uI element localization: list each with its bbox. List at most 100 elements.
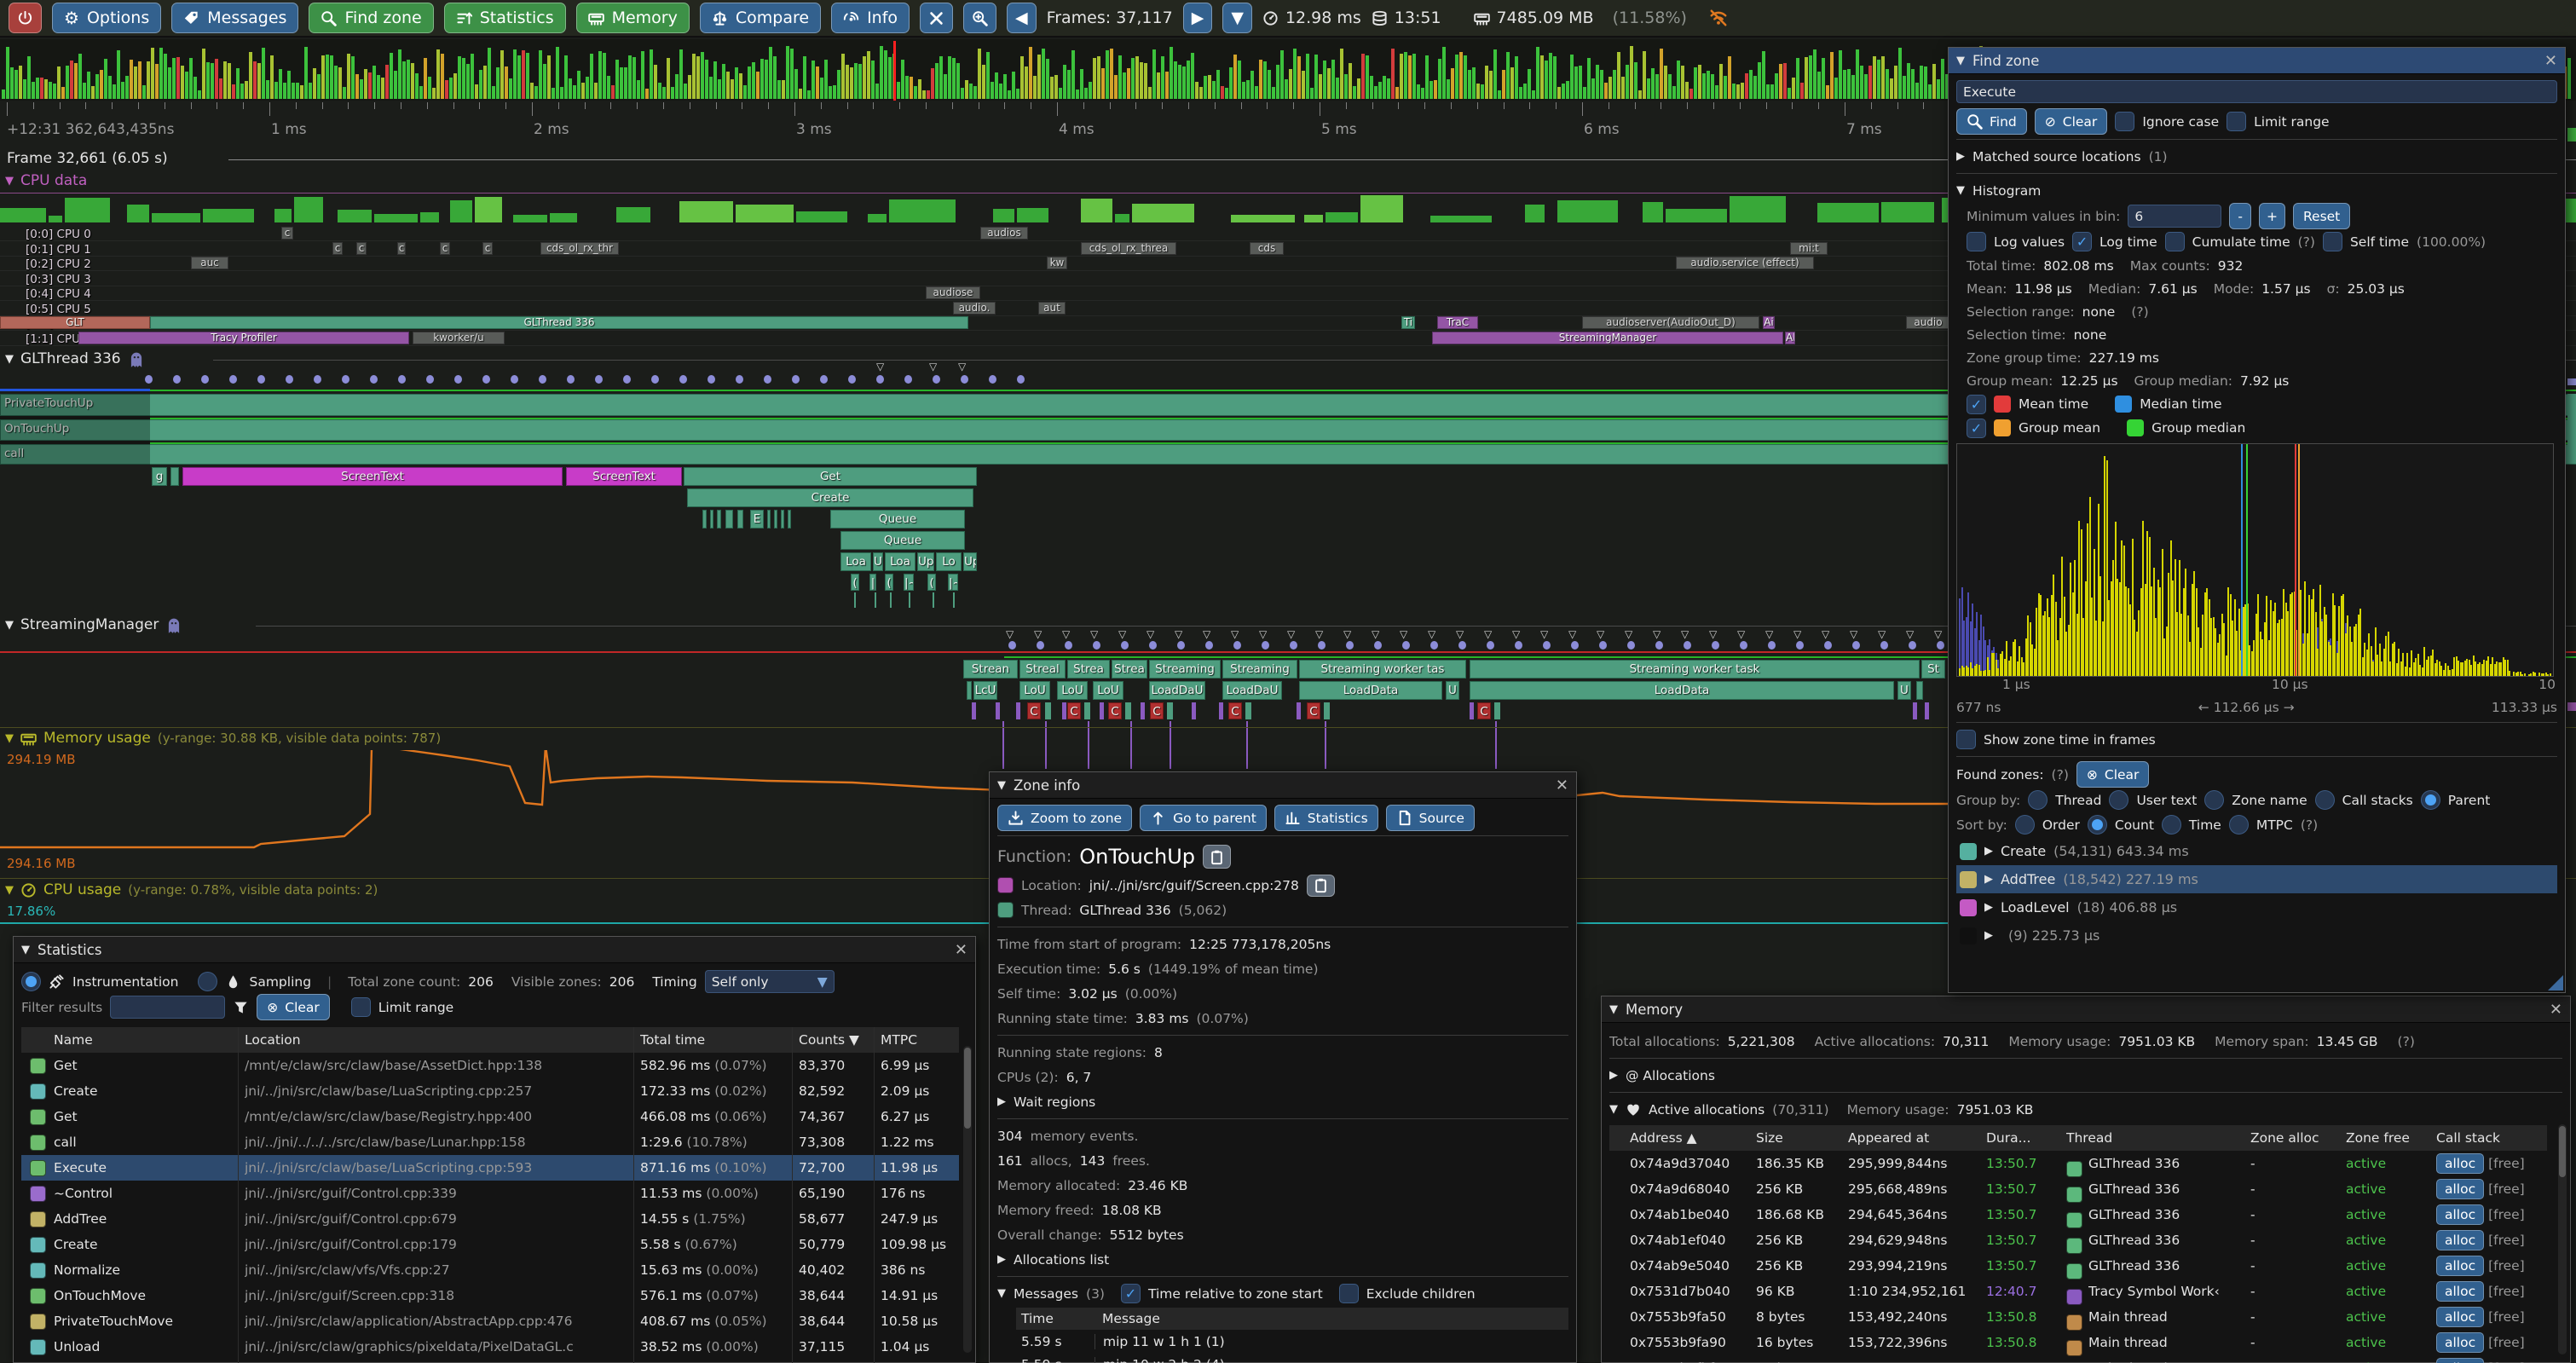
copy-button[interactable] bbox=[1306, 874, 1335, 897]
timeline-zone[interactable]: LoadData bbox=[1470, 681, 1894, 700]
cpu-zone[interactable]: audiose bbox=[926, 286, 980, 299]
allocation-row[interactable]: 0x74a9d37040 186.35 KB 295,999,844ns 13:50.… bbox=[1609, 1151, 2547, 1177]
statistics-row[interactable]: OnRedrawjni/../jni/src/claw/application/… bbox=[21, 1360, 959, 1363]
cpu-zone[interactable]: kworker/u bbox=[413, 331, 505, 344]
column-header[interactable]: MTPC bbox=[881, 1032, 918, 1048]
reset-button[interactable]: Reset bbox=[2292, 203, 2351, 229]
statistics-button[interactable]: Statistics bbox=[443, 3, 566, 33]
cpu-zone[interactable]: c bbox=[397, 241, 406, 255]
memory-graph-header[interactable]: ▼ Memory usage (y-range: 30.88 KB, visib… bbox=[5, 730, 442, 747]
cpu-zone[interactable]: GLT bbox=[0, 316, 150, 329]
clear-filter-button[interactable]: ⊗ Clear bbox=[257, 994, 330, 1020]
ignore-case-checkbox[interactable] bbox=[2115, 112, 2135, 131]
messages-button[interactable]: Messages bbox=[171, 3, 299, 33]
groupby-parent[interactable] bbox=[2420, 790, 2440, 810]
message-marker-icon[interactable]: ▽ bbox=[1062, 628, 1071, 640]
clear-found-button[interactable]: ⊗ Clear bbox=[2076, 761, 2150, 788]
power-button[interactable] bbox=[9, 3, 42, 33]
glthread-header[interactable]: ▼ GLThread 336 bbox=[5, 349, 145, 368]
timeline-zone[interactable]: ScreenText bbox=[566, 467, 682, 486]
sortby-mtpc[interactable] bbox=[2228, 815, 2249, 835]
message-marker-icon[interactable]: ▽ bbox=[1118, 628, 1127, 640]
streaming-header[interactable]: ▼ StreamingManager bbox=[5, 615, 182, 634]
resize-grip[interactable] bbox=[2548, 975, 2563, 990]
source-button[interactable]: Source bbox=[1385, 805, 1475, 831]
statistics-row[interactable]: PrivateTouchMove jni/../jni/src/claw/appl… bbox=[21, 1308, 959, 1334]
message-marker-icon[interactable]: ▽ bbox=[1653, 628, 1661, 640]
close-icon[interactable]: ✕ bbox=[2549, 1000, 2562, 1019]
timeline-zone[interactable]: U bbox=[873, 552, 883, 571]
legend-checkbox[interactable]: ✓ bbox=[1967, 394, 1986, 414]
zone-info-titlebar[interactable]: ▼ Zone info ✕ bbox=[990, 772, 1576, 799]
cpu-zone[interactable]: audio.service (effect) bbox=[1676, 257, 1814, 269]
alloc-button[interactable]: alloc bbox=[2436, 1358, 2485, 1363]
timeline-zone[interactable] bbox=[0, 394, 150, 465]
timeline-zone[interactable]: Up bbox=[963, 552, 977, 571]
groupby-call-stacks[interactable] bbox=[2314, 790, 2335, 810]
timeline-zone[interactable]: Strea bbox=[1112, 660, 1147, 679]
message-marker-icon[interactable]: ▽ bbox=[1484, 628, 1493, 640]
timeline-zone[interactable]: LoadData bbox=[1299, 681, 1442, 700]
find-zone-button[interactable]: Find zone bbox=[309, 3, 434, 33]
limit-range-checkbox[interactable] bbox=[2227, 112, 2247, 131]
groupby-user-text[interactable] bbox=[2109, 790, 2129, 810]
timeline-zone[interactable]: LoU bbox=[1057, 681, 1088, 700]
timeline-zone[interactable]: Streaming bbox=[1222, 660, 1297, 679]
info-button[interactable]: Info bbox=[831, 3, 910, 33]
alloc-button[interactable]: alloc bbox=[2436, 1332, 2485, 1353]
message-marker-icon[interactable]: ▽ bbox=[1034, 628, 1043, 640]
frame-dropdown-button[interactable]: ▼ bbox=[1222, 3, 1252, 33]
column-header[interactable]: Zone free bbox=[2346, 1130, 2410, 1146]
timeline-zone[interactable]: Streal bbox=[1019, 660, 1066, 679]
message-marker-icon[interactable]: ▽ bbox=[958, 361, 967, 373]
message-marker-icon[interactable]: ▽ bbox=[1146, 628, 1155, 640]
timeline-zone[interactable] bbox=[710, 510, 713, 528]
cpu-zone[interactable]: StreamingManager bbox=[1432, 331, 1783, 344]
log-time-checkbox[interactable]: ✓ bbox=[2072, 232, 2093, 251]
message-marker-icon[interactable]: ▽ bbox=[1400, 628, 1408, 640]
timeline-zone[interactable]: | bbox=[869, 574, 876, 591]
message-marker-icon[interactable]: ▽ bbox=[1934, 628, 1943, 640]
allocations-expander[interactable]: ▶ @ Allocations bbox=[1609, 1067, 1715, 1083]
message-marker-icon[interactable]: ▽ bbox=[1175, 628, 1183, 640]
message-marker-icon[interactable]: ▽ bbox=[1006, 628, 1014, 640]
statistics-row[interactable]: Get/mnt/e/claw/src/claw/base/AssetDict.h… bbox=[21, 1053, 959, 1078]
timeline-zone[interactable]: C bbox=[1228, 702, 1242, 719]
column-header[interactable]: Location bbox=[245, 1032, 301, 1048]
cpu-zone[interactable]: kw bbox=[1047, 257, 1067, 269]
timeline-zone[interactable]: |~ bbox=[948, 574, 958, 591]
timeline-zone[interactable] bbox=[767, 510, 771, 528]
message-marker-icon[interactable]: ▽ bbox=[1709, 628, 1718, 640]
statistics-row[interactable]: Normalize jni/../jni/src/claw/vfs/Vfs.cpp… bbox=[21, 1257, 959, 1283]
timeline-zone[interactable]: Streaming worker task bbox=[1470, 660, 1920, 679]
timeline-zone[interactable] bbox=[967, 681, 972, 700]
cpu-zone[interactable]: mi:t bbox=[1790, 241, 1828, 255]
timeline-zone[interactable]: St bbox=[1921, 660, 1945, 679]
timeline-zone[interactable]: Strean bbox=[963, 660, 1018, 679]
cpu-zone[interactable]: audios bbox=[980, 227, 1028, 240]
limit-range-checkbox[interactable] bbox=[350, 997, 371, 1017]
timeline-zone[interactable]: LoU bbox=[1093, 681, 1123, 700]
next-frame-button[interactable]: ▶ bbox=[1182, 3, 1213, 33]
alloc-button[interactable]: alloc bbox=[2436, 1256, 2485, 1276]
legend-checkbox[interactable]: ✓ bbox=[1967, 418, 1986, 438]
find-zone-histogram[interactable] bbox=[1956, 443, 2554, 677]
compare-button[interactable]: Compare bbox=[699, 3, 822, 33]
go-to-parent-button[interactable]: Go to parent bbox=[1140, 805, 1267, 831]
show-zone-time-checkbox[interactable] bbox=[1956, 730, 1976, 749]
cpu-zone[interactable]: c bbox=[281, 227, 293, 240]
statistics-row[interactable]: call jni/../jni/../../../src/claw/base/Lu… bbox=[21, 1129, 959, 1155]
message-marker-icon[interactable]: ▽ bbox=[1568, 628, 1577, 640]
statistics-row[interactable]: Get/mnt/e/claw/src/claw/base/Registry.hp… bbox=[21, 1104, 959, 1129]
cpu-zone[interactable]: Ai bbox=[1763, 316, 1775, 329]
statistics-row[interactable]: Create jni/../jni/src/guif/Control.cpp:17… bbox=[21, 1232, 959, 1257]
timeline-zone[interactable]: Up bbox=[917, 552, 934, 571]
allocation-row[interactable]: 0x74a9d68040 256 KB 295,668,489ns 13:50.7 GL… bbox=[1609, 1176, 2547, 1203]
allocation-row[interactable]: 0x74ab1ef040 256 KB 294,629,948ns 13:50.7 GL… bbox=[1609, 1227, 2547, 1254]
alloc-button[interactable]: alloc bbox=[2436, 1281, 2485, 1302]
timeline-zone[interactable]: C bbox=[1067, 702, 1081, 719]
active-allocations-header[interactable]: ▼ Active allocations (70,311) Memory usage:… bbox=[1609, 1101, 2034, 1118]
timeline-zone[interactable]: Create bbox=[687, 488, 973, 507]
cpu-data-header[interactable]: ▼ CPU data bbox=[5, 172, 88, 189]
